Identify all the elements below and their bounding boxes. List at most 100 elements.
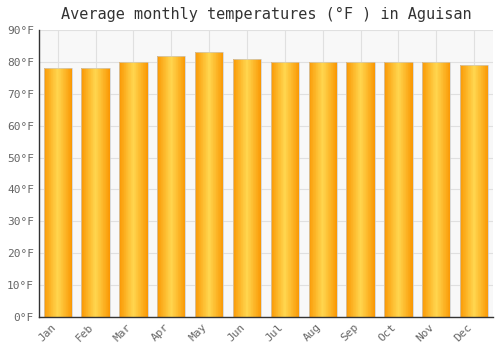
Bar [370,62,371,317]
Bar [397,62,398,317]
Bar [99,68,100,317]
Bar [480,65,481,317]
Bar [362,62,364,317]
Bar [347,62,348,317]
Bar [360,62,362,317]
Bar [157,56,158,317]
Bar [108,68,109,317]
Bar [320,62,322,317]
Bar [68,68,69,317]
Bar [449,62,450,317]
Bar [280,62,281,317]
Bar [44,68,72,317]
Bar [330,62,331,317]
Bar [175,56,176,317]
Bar [97,68,98,317]
Bar [332,62,334,317]
Bar [196,52,197,317]
Bar [291,62,292,317]
Bar [100,68,102,317]
Bar [406,62,407,317]
Bar [426,62,427,317]
Bar [315,62,316,317]
Bar [119,62,148,317]
Bar [83,68,84,317]
Bar [279,62,280,317]
Bar [240,59,242,317]
Bar [199,52,200,317]
Bar [365,62,366,317]
Bar [90,68,92,317]
Bar [125,62,126,317]
Bar [89,68,90,317]
Bar [59,68,60,317]
Bar [255,59,256,317]
Bar [144,62,145,317]
Bar [441,62,442,317]
Bar [294,62,295,317]
Bar [274,62,275,317]
Bar [466,65,467,317]
Bar [408,62,409,317]
Bar [425,62,426,317]
Bar [109,68,110,317]
Bar [166,56,167,317]
Bar [165,56,166,317]
Bar [239,59,240,317]
Bar [354,62,355,317]
Bar [256,59,257,317]
Bar [346,62,375,317]
Bar [159,56,160,317]
Bar [126,62,127,317]
Bar [64,68,65,317]
Bar [388,62,389,317]
Bar [438,62,439,317]
Bar [252,59,254,317]
Bar [45,68,46,317]
Bar [260,59,261,317]
Bar [250,59,252,317]
Bar [468,65,469,317]
Bar [208,52,209,317]
Bar [288,62,289,317]
Bar [88,68,89,317]
Bar [374,62,375,317]
Bar [69,68,70,317]
Bar [62,68,64,317]
Bar [98,68,99,317]
Bar [87,68,88,317]
Bar [448,62,449,317]
Bar [447,62,448,317]
Bar [277,62,278,317]
Bar [202,52,203,317]
Bar [48,68,49,317]
Bar [364,62,365,317]
Bar [46,68,47,317]
Bar [312,62,313,317]
Bar [205,52,206,317]
Bar [325,62,326,317]
Bar [95,68,96,317]
Bar [119,62,120,317]
Bar [164,56,165,317]
Bar [84,68,85,317]
Bar [367,62,368,317]
Bar [384,62,385,317]
Bar [259,59,260,317]
Bar [182,56,184,317]
Bar [179,56,180,317]
Bar [327,62,328,317]
Bar [237,59,238,317]
Bar [169,56,170,317]
Bar [308,62,337,317]
Bar [352,62,353,317]
Bar [257,59,258,317]
Bar [310,62,312,317]
Bar [234,59,235,317]
Bar [463,65,464,317]
Bar [147,62,148,317]
Bar [285,62,286,317]
Bar [157,56,186,317]
Bar [248,59,249,317]
Bar [105,68,106,317]
